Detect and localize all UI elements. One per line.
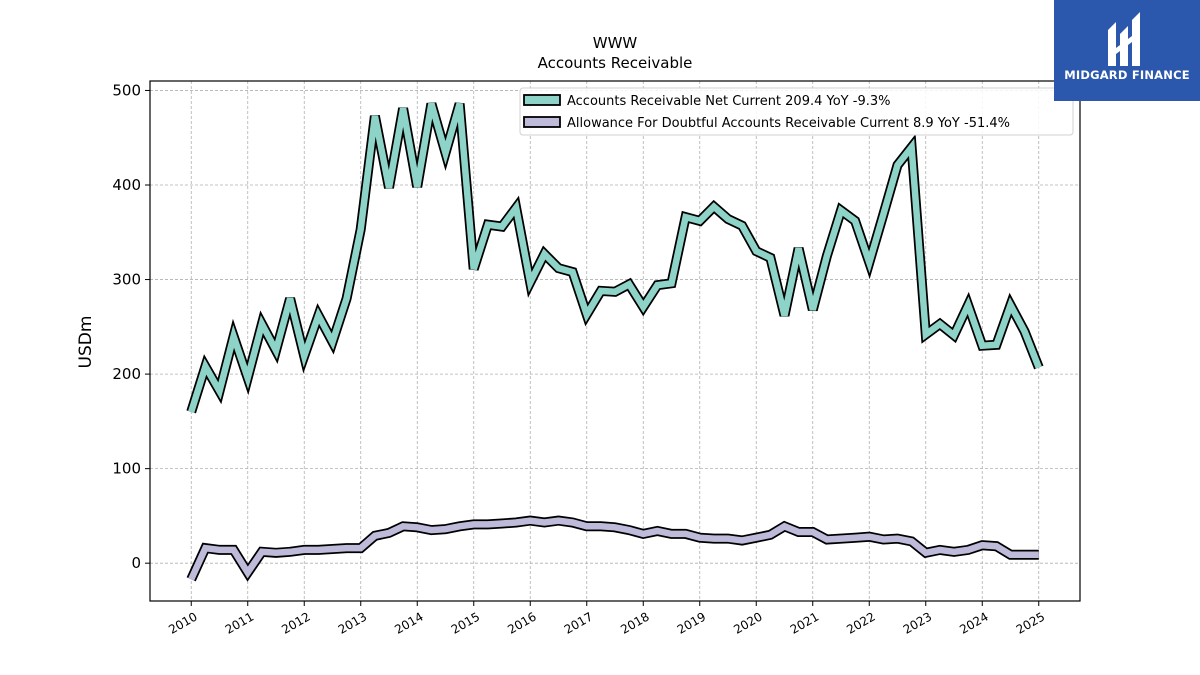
x-tick-label: 2016 [505, 609, 538, 636]
legend-box [519, 87, 1074, 136]
x-tick-label: 2012 [279, 609, 312, 636]
x-tick-label: 2019 [675, 609, 708, 636]
chart-title: WWW [593, 34, 638, 52]
y-tick-label: 400 [112, 176, 141, 194]
logo-mark-icon [1108, 12, 1140, 66]
x-tick-label: 2015 [449, 609, 482, 636]
y-tick-label: 200 [112, 365, 141, 383]
plot-area-frame [149, 80, 1081, 602]
x-tick-label: 2022 [844, 609, 877, 636]
y-axis-ticks: 0 100 200 300 400 500 [112, 81, 150, 572]
legend-label-1: Accounts Receivable Net Current 209.4 Yo… [567, 94, 890, 109]
y-tick-label: 100 [112, 460, 141, 478]
series-lines [186, 102, 1044, 582]
x-tick-label: 2017 [562, 609, 595, 636]
y-tick-label: 500 [112, 81, 141, 99]
x-tick-label: 2018 [618, 609, 651, 636]
legend-swatch-2 [523, 116, 561, 128]
legend-label-2: Allowance For Doubtful Accounts Receivab… [567, 116, 1010, 131]
legend-swatch-1 [523, 94, 561, 106]
x-tick-label: 2023 [901, 609, 934, 636]
y-tick-label: 0 [131, 554, 141, 572]
x-axis-ticks: 2010 2011 2012 2013 2014 2015 2016 2017 2018 2019… [166, 601, 1047, 637]
midgard-finance-logo: MIDGARD FINANCE [1054, 0, 1200, 101]
x-tick-label: 2014 [392, 609, 425, 636]
series-line-2 [188, 517, 1039, 581]
y-tick-label: 300 [112, 271, 141, 289]
x-tick-label: 2021 [788, 609, 821, 636]
legend: Accounts Receivable Net Current 209.4 Yo… [519, 87, 1074, 136]
x-tick-label: 2020 [731, 609, 764, 636]
x-tick-label: 2013 [336, 609, 369, 636]
series-line-1 [188, 102, 1042, 413]
chart-subtitle: Accounts Receivable [538, 54, 693, 72]
logo-text: MIDGARD FINANCE [1064, 68, 1190, 82]
y-axis-label: USDm [76, 316, 96, 369]
x-tick-label: 2025 [1014, 609, 1047, 636]
x-tick-label: 2024 [957, 609, 990, 636]
x-tick-label: 2011 [223, 609, 256, 636]
x-tick-label: 2010 [166, 609, 199, 636]
